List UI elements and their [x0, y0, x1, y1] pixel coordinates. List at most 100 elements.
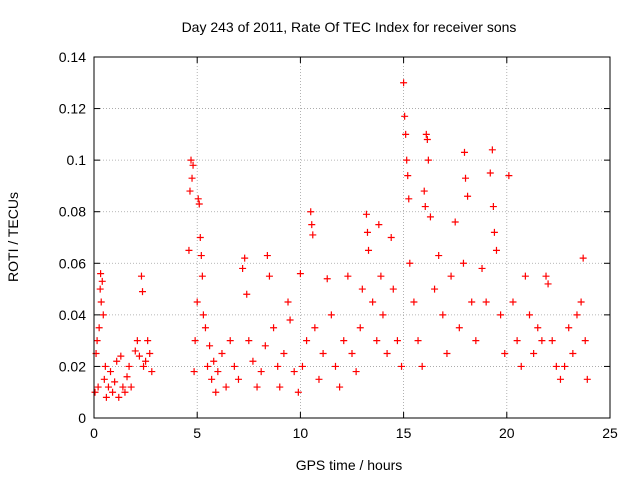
axis-ticks [93, 56, 611, 419]
data-point [490, 228, 498, 236]
x-tick-label: 25 [602, 425, 618, 441]
data-point [210, 357, 218, 365]
data-point [133, 337, 141, 345]
data-point [579, 254, 587, 262]
data-point [191, 337, 199, 345]
data-point [530, 350, 538, 358]
data-point [111, 378, 119, 386]
data-point [468, 298, 476, 306]
data-point [340, 337, 348, 345]
data-point [243, 290, 251, 298]
data-point [358, 285, 366, 293]
data-point [121, 388, 129, 396]
y-tick-label: 0 [78, 410, 86, 426]
data-point [226, 337, 234, 345]
data-point [369, 298, 377, 306]
data-point [402, 130, 410, 138]
data-point [261, 342, 269, 350]
data-point [212, 388, 220, 396]
data-point [230, 362, 238, 370]
data-point [398, 362, 406, 370]
data-point [573, 311, 581, 319]
data-point [460, 148, 468, 156]
data-point [331, 362, 339, 370]
data-point [265, 272, 273, 280]
x-tick-labels: 0 5 10 15 20 25 [90, 425, 618, 441]
data-point [323, 275, 331, 283]
data-point [274, 362, 282, 370]
data-point [307, 208, 315, 216]
data-point [548, 337, 556, 345]
data-point [94, 383, 102, 391]
data-point [113, 357, 121, 365]
y-tick-label: 0.12 [59, 101, 86, 117]
grid [94, 57, 610, 418]
data-point [185, 246, 193, 254]
data-point [91, 388, 99, 396]
data-point [581, 337, 589, 345]
data-point [109, 388, 117, 396]
data-point [206, 342, 214, 350]
data-point [195, 200, 203, 208]
data-point [218, 350, 226, 358]
data-point [421, 203, 429, 211]
data-point [100, 375, 108, 383]
data-point [286, 316, 294, 324]
data-point [497, 311, 505, 319]
data-point [327, 311, 335, 319]
data-point [336, 383, 344, 391]
data-point [538, 337, 546, 345]
data-point [208, 375, 216, 383]
data-point [234, 375, 242, 383]
data-point [93, 337, 101, 345]
data-point [315, 375, 323, 383]
data-point [423, 136, 431, 144]
data-point [188, 174, 196, 182]
x-axis-label: GPS time / hours [296, 457, 403, 473]
plot-frame [93, 56, 611, 419]
data-point [311, 324, 319, 332]
data-point [201, 324, 209, 332]
data-point [186, 187, 194, 195]
data-point [455, 324, 463, 332]
data-point [119, 383, 127, 391]
data-point [420, 187, 428, 195]
data-point [102, 393, 110, 401]
data-point [431, 285, 439, 293]
data-point [99, 311, 107, 319]
data-point [501, 350, 509, 358]
data-point [348, 350, 356, 358]
data-point [505, 172, 513, 180]
x-tick-label: 0 [90, 425, 98, 441]
data-point [542, 272, 550, 280]
data-point [517, 362, 525, 370]
data-point [365, 246, 373, 254]
data-point [379, 311, 387, 319]
y-tick-label: 0.1 [67, 152, 87, 168]
data-point [404, 172, 412, 180]
data-point [424, 156, 432, 164]
data-point [263, 252, 271, 260]
data-point [526, 311, 534, 319]
data-point [197, 252, 205, 260]
data-point [241, 254, 249, 262]
data-point [583, 375, 591, 383]
data-point [405, 195, 413, 203]
data-point [198, 272, 206, 280]
data-point [270, 324, 278, 332]
data-point [472, 337, 480, 345]
data-point [462, 174, 470, 182]
data-point [144, 337, 152, 345]
data-point [403, 156, 411, 164]
data-point [565, 324, 573, 332]
data-point [117, 352, 125, 360]
data-point [127, 383, 135, 391]
data-point [131, 347, 139, 355]
data-point [101, 362, 109, 370]
data-point [383, 350, 391, 358]
data-point [414, 337, 422, 345]
x-tick-label: 5 [193, 425, 201, 441]
data-point [308, 221, 316, 229]
data-point [544, 280, 552, 288]
data-point [294, 388, 302, 396]
